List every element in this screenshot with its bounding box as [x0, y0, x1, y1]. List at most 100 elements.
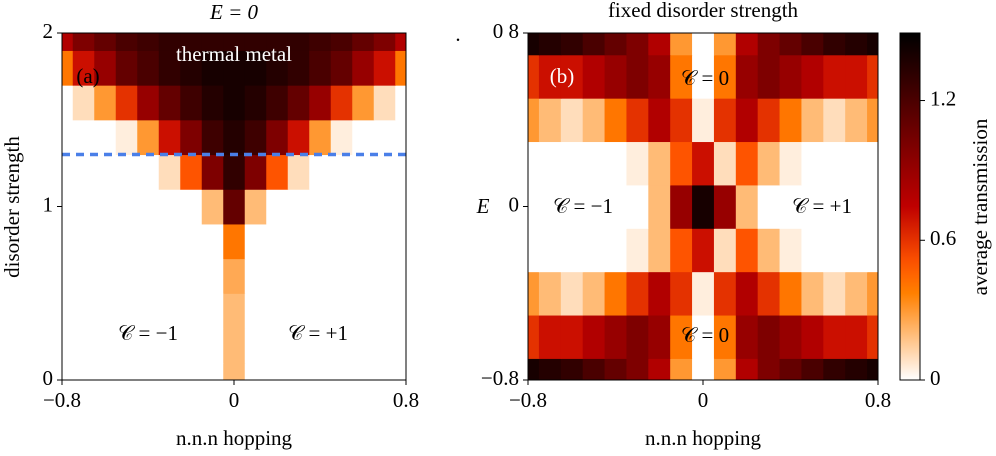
heat-cell — [287, 327, 310, 364]
heat-cell — [94, 223, 117, 260]
heat-cell — [62, 258, 74, 294]
heat-cell — [845, 141, 868, 186]
heat-cell — [692, 228, 715, 273]
heat-cell — [757, 228, 781, 273]
heat-cell — [72, 327, 95, 364]
heat-cell — [648, 271, 671, 316]
annotation: 𝒞 = −1 — [118, 321, 178, 345]
xlabel-a: n.n.n hopping — [176, 426, 293, 450]
heat-cell — [201, 293, 224, 329]
heat-cell — [823, 184, 846, 229]
heat-cell — [62, 50, 74, 86]
heat-cell — [266, 154, 289, 190]
heat-cell — [757, 358, 781, 380]
heat-cell — [287, 258, 310, 294]
heat-cell — [266, 189, 289, 225]
heat-cell — [330, 327, 353, 364]
heat-cell — [801, 184, 824, 229]
heat-cell — [604, 33, 628, 56]
heat-cell — [201, 50, 224, 86]
heat-cell — [201, 154, 224, 190]
heat-cell — [62, 154, 74, 190]
heat-cell — [757, 33, 781, 56]
heat-cell — [72, 258, 95, 294]
heat-cell — [62, 119, 74, 156]
heat-cell — [94, 119, 117, 156]
heat-cell — [223, 223, 246, 260]
heat-cell — [395, 362, 406, 380]
heat-cell — [201, 223, 224, 260]
annotation: 𝒞 = −1 — [553, 194, 613, 218]
heat-cell — [538, 314, 562, 359]
heat-cell — [735, 33, 759, 56]
heat-cell — [287, 223, 310, 260]
heat-cell — [137, 189, 160, 225]
heat-cell — [395, 33, 406, 51]
heat-cell — [266, 50, 289, 86]
heat-cell — [757, 98, 781, 143]
heat-cell — [158, 33, 181, 51]
heat-cell — [158, 223, 181, 260]
heat-cell — [180, 189, 203, 225]
heat-cell — [735, 228, 759, 273]
colorbar-tick-label: 1.2 — [930, 86, 956, 110]
heat-cell — [560, 98, 584, 143]
heat-cell — [604, 98, 628, 143]
heat-cell — [158, 154, 181, 190]
heat-cell — [62, 33, 74, 51]
heat-cell — [266, 119, 289, 156]
x-tick-label: −0.8 — [509, 388, 547, 412]
heat-cell — [757, 271, 781, 316]
heat-cell — [62, 293, 74, 329]
heat-cell — [137, 50, 160, 86]
heat-cell — [395, 50, 406, 86]
heat-cell — [713, 271, 737, 316]
heat-cell — [72, 189, 95, 225]
heat-cell — [244, 223, 267, 260]
heat-cell — [538, 228, 562, 273]
heat-cell — [266, 33, 289, 51]
heat-cell — [223, 119, 246, 156]
y-tick-label: −0.8 — [481, 366, 519, 390]
heat-cell — [180, 85, 203, 121]
heat-cell — [309, 189, 332, 225]
heat-cell — [648, 141, 671, 186]
heat-cell — [604, 314, 628, 359]
heat-cell — [115, 119, 138, 156]
heat-cell — [180, 50, 203, 86]
heat-cell — [779, 314, 803, 359]
heat-cell — [223, 33, 246, 51]
heat-cell — [244, 293, 267, 329]
heat-cell — [713, 184, 737, 229]
heat-cell — [223, 50, 246, 86]
heat-cell — [626, 98, 649, 143]
heat-cell — [137, 85, 160, 121]
heat-cell — [244, 189, 267, 225]
heat-cell — [560, 33, 584, 56]
heat-cell — [779, 98, 803, 143]
heatmap-a — [62, 33, 406, 380]
heat-cell — [287, 362, 310, 380]
heat-cell — [692, 184, 715, 229]
heat-cell — [72, 293, 95, 329]
annotation: thermal metal — [176, 42, 292, 66]
heat-cell — [648, 358, 671, 380]
heat-cell — [244, 50, 267, 86]
heat-cell — [845, 358, 868, 380]
heat-cell — [713, 33, 737, 56]
heat-cell — [137, 119, 160, 156]
heat-cell — [373, 85, 396, 121]
heat-cell — [713, 228, 737, 273]
heat-cell — [692, 98, 715, 143]
heat-cell — [582, 314, 606, 359]
heat-cell — [867, 54, 878, 99]
heat-cell — [115, 85, 138, 121]
xlabel-b: n.n.n hopping — [645, 426, 762, 450]
heat-cell — [604, 54, 628, 99]
heat-cell — [115, 327, 138, 364]
heat-cell — [158, 327, 181, 364]
heat-cell — [538, 358, 562, 380]
frame-b — [527, 32, 879, 381]
heat-cell — [779, 358, 803, 380]
